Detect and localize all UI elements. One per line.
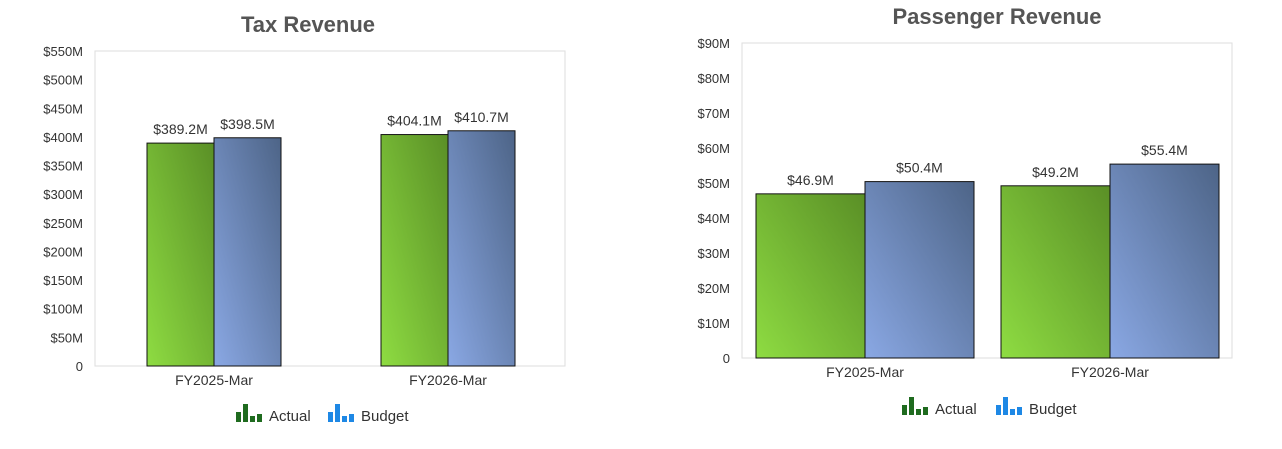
tax-revenue-y-tick-label: $450M	[43, 101, 83, 116]
green-bar-chart-icon	[902, 397, 928, 415]
tax-revenue-data-label: $410.7M	[454, 109, 508, 125]
legend-item-actual[interactable]: Actual	[902, 397, 977, 418]
passenger-revenue-data-label: $55.4M	[1141, 142, 1188, 158]
tax-revenue-y-tick-label: $250M	[43, 216, 83, 231]
tax-revenue-bar-actual-fy2026-mar	[380, 134, 449, 367]
legend-label-budget: Budget	[361, 408, 409, 425]
passenger-revenue-chart-svg: Passenger Revenue 0 $10M $20M $30M $40M $50M $6…	[697, 4, 1233, 418]
legend-item-budget[interactable]: Budget	[996, 397, 1077, 418]
passenger-revenue-y-tick-label: 0	[723, 351, 730, 366]
legend-label-actual: Actual	[269, 408, 311, 425]
tax-revenue-y-tick-label: $50M	[50, 330, 83, 345]
blue-bar-chart-icon	[328, 404, 354, 422]
tax-revenue-chart-title: Tax Revenue	[241, 12, 375, 37]
green-bar-chart-icon	[236, 404, 262, 422]
tax-revenue-y-tick-label: $150M	[43, 273, 83, 288]
tax-revenue-x-tick-label: FY2025-Mar	[175, 372, 253, 388]
passenger-revenue-y-tick-label: $30M	[697, 246, 730, 261]
tax-revenue-y-tick-label: $350M	[43, 159, 83, 174]
passenger-revenue-y-tick-label: $40M	[697, 211, 730, 226]
passenger-revenue-bar-actual-fy2025-mar	[755, 193, 866, 359]
passenger-revenue-y-tick-label: $50M	[697, 176, 730, 191]
legend-item-actual[interactable]: Actual	[236, 404, 311, 425]
passenger-revenue-bar-budget-fy2026-mar	[1109, 163, 1220, 359]
passenger-revenue-y-tick-label: $80M	[697, 71, 730, 86]
passenger-revenue-y-tick-label: $70M	[697, 106, 730, 121]
tax-revenue-bar-budget-fy2026-mar	[447, 130, 516, 367]
tax-revenue-y-tick-label: $100M	[43, 302, 83, 317]
tax-revenue-y-tick-label: 0	[76, 359, 83, 374]
tax-revenue-chart: Tax Revenue 0 $50M $100M $150M $200M $250M $300…	[0, 0, 600, 449]
tax-revenue-data-label: $389.2M	[153, 121, 207, 137]
passenger-revenue-legend: Actual Budget	[902, 397, 1077, 418]
passenger-revenue-bar-budget-fy2025-mar	[864, 181, 975, 359]
passenger-revenue-y-tick-label: $90M	[697, 36, 730, 51]
tax-revenue-x-tick-label: FY2026-Mar	[409, 372, 487, 388]
tax-revenue-data-label: $404.1M	[387, 113, 441, 129]
blue-bar-chart-icon	[996, 397, 1022, 415]
passenger-revenue-y-tick-label: $10M	[697, 316, 730, 331]
tax-revenue-bar-budget-fy2025-mar	[213, 137, 282, 367]
passenger-revenue-data-label: $46.9M	[787, 172, 834, 188]
passenger-revenue-data-label: $49.2M	[1032, 164, 1079, 180]
tax-revenue-legend: Actual Budget	[236, 404, 409, 425]
tax-revenue-y-tick-label: $550M	[43, 44, 83, 59]
passenger-revenue-data-label: $50.4M	[896, 160, 943, 176]
tax-revenue-y-tick-label: $500M	[43, 73, 83, 88]
tax-revenue-data-label: $398.5M	[220, 116, 274, 132]
tax-revenue-y-tick-label: $300M	[43, 187, 83, 202]
tax-revenue-y-tick-label: $200M	[43, 244, 83, 259]
tax-revenue-y-tick-label: $400M	[43, 130, 83, 145]
tax-revenue-chart-svg: Tax Revenue 0 $50M $100M $150M $200M $250M $300…	[43, 12, 566, 425]
passenger-revenue-x-tick-label: FY2025-Mar	[826, 364, 904, 380]
tax-revenue-bar-actual-fy2025-mar	[146, 142, 215, 367]
passenger-revenue-bar-actual-fy2026-mar	[1000, 185, 1111, 359]
passenger-revenue-chart-title: Passenger Revenue	[892, 4, 1101, 29]
passenger-revenue-y-tick-label: $20M	[697, 281, 730, 296]
legend-label-actual: Actual	[935, 401, 977, 418]
passenger-revenue-y-tick-label: $60M	[697, 141, 730, 156]
passenger-revenue-chart: Passenger Revenue 0 $10M $20M $30M $40M $50M $6…	[640, 0, 1282, 449]
passenger-revenue-x-tick-label: FY2026-Mar	[1071, 364, 1149, 380]
legend-label-budget: Budget	[1029, 401, 1077, 418]
legend-item-budget[interactable]: Budget	[328, 404, 409, 425]
